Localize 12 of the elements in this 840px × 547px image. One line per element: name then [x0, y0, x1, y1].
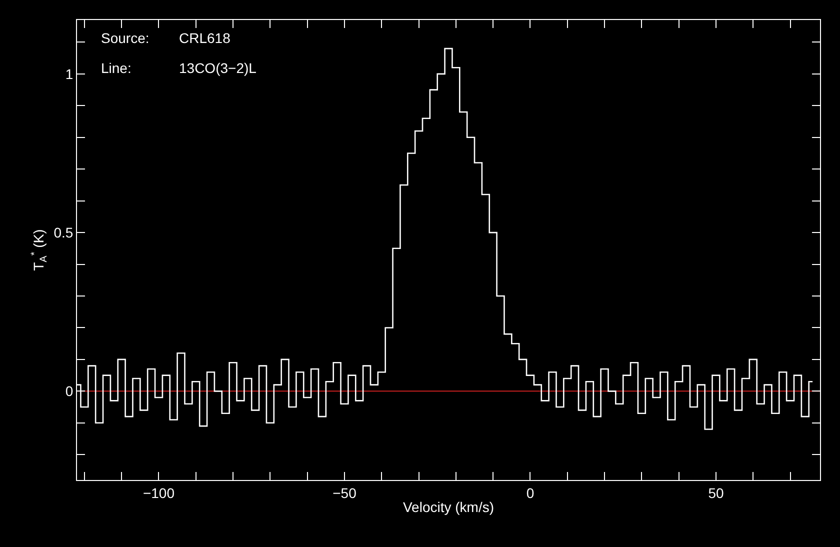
x-axis-title: Velocity (km/s) — [402, 499, 494, 516]
y-tick-label: 0 — [65, 383, 74, 400]
x-tick-label: −100 — [142, 484, 175, 501]
annotation: Line: — [101, 60, 132, 76]
x-tick-label: −50 — [332, 484, 357, 501]
y-tick-label: 0.5 — [54, 224, 74, 240]
x-tick-label: 50 — [708, 484, 724, 501]
y-tick-label: 1 — [65, 66, 74, 82]
x-tick-label: 0 — [526, 484, 534, 501]
annotation: CRL618 — [179, 30, 231, 46]
annotation: Source: — [101, 30, 150, 46]
annotation: 13CO(3−2)L — [179, 60, 257, 76]
